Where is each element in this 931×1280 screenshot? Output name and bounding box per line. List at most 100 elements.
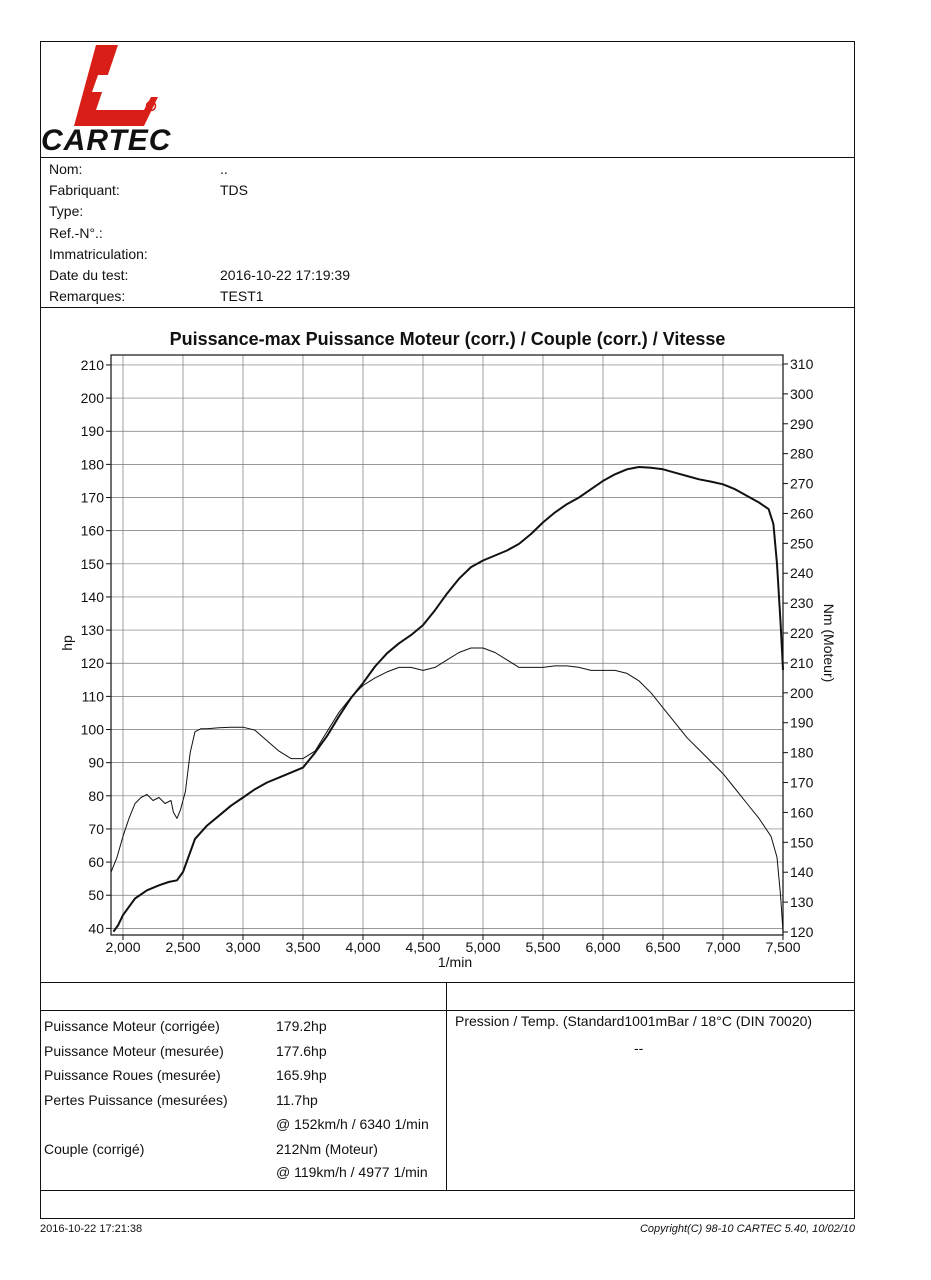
x-tick-label: 7,500	[765, 939, 800, 955]
brand-name: CARTEC	[41, 124, 172, 157]
y2-tick-label: 270	[790, 476, 814, 492]
y-tick-label: 150	[81, 556, 105, 572]
info-value: 2016-10-22 17:19:39	[220, 267, 350, 283]
result-row: Pertes Puissance (mesurées) 11.7hp	[44, 1088, 444, 1112]
conditions-label: Pression / Temp. (Standard1001mBar / 18°…	[455, 1013, 813, 1029]
x-tick-label: 5,500	[525, 939, 560, 955]
y-tick-label: 50	[88, 887, 104, 903]
chart-divider	[40, 982, 855, 983]
result-value: 212Nm (Moteur)	[276, 1141, 378, 1157]
x-tick-label: 5,000	[465, 939, 500, 955]
y-tick-label: 120	[81, 655, 105, 671]
y2-tick-label: 240	[790, 565, 814, 581]
y-tick-label: 100	[81, 722, 105, 738]
y-tick-label: 110	[82, 688, 105, 704]
info-label: Ref.-N°.:	[49, 224, 103, 241]
info-label: Fabriquant:	[49, 182, 120, 199]
info-label: Type:	[49, 203, 84, 220]
y-tick-label: 170	[81, 490, 105, 506]
y2-tick-label: 250	[790, 535, 814, 551]
print-timestamp: 2016-10-22 17:21:38	[40, 1223, 143, 1235]
y-axis-label: hp	[59, 635, 75, 651]
result-label: Puissance Moteur (corrigée)	[44, 1018, 220, 1034]
y2-tick-label: 300	[790, 386, 814, 402]
results-top-divider	[40, 1010, 855, 1011]
x-tick-label: 6,000	[585, 939, 620, 955]
y-tick-label: 160	[81, 523, 105, 539]
info-divider	[40, 307, 855, 308]
result-value: @ 152km/h / 6340 1/min	[276, 1116, 429, 1132]
y2-tick-label: 290	[790, 416, 814, 432]
y-tick-label: 210	[81, 357, 105, 373]
y-tick-label: 190	[81, 423, 105, 439]
result-row: Puissance Moteur (mesurée) 177.6hp	[44, 1039, 444, 1063]
info-label: Nom:	[49, 161, 83, 177]
x-tick-label: 6,500	[645, 939, 680, 955]
y2-tick-label: 190	[790, 715, 814, 731]
y-tick-label: 60	[88, 854, 104, 870]
x-tick-label: 4,500	[405, 939, 440, 955]
y2-tick-label: 180	[790, 745, 814, 761]
y2-tick-label: 220	[790, 625, 814, 641]
result-value: 177.6hp	[276, 1043, 327, 1059]
y2-tick-label: 140	[790, 864, 814, 880]
copyright: Copyright(C) 98-10 CARTEC 5.40, 10/02/10	[639, 1223, 855, 1235]
result-label: Puissance Moteur (mesurée)	[44, 1043, 224, 1059]
result-value: 165.9hp	[276, 1067, 327, 1083]
x-tick-label: 2,500	[165, 939, 200, 955]
result-row: Puissance Roues (mesurée) 165.9hp	[44, 1063, 444, 1087]
y2-tick-label: 130	[790, 894, 814, 910]
info-label: Date du test:	[49, 267, 129, 283]
x-tick-label: 2,000	[105, 939, 140, 955]
y2-tick-label: 260	[790, 505, 814, 521]
y2-tick-label: 150	[790, 834, 814, 850]
plot-area	[110, 354, 784, 936]
result-row: Puissance Moteur (corrigée) 179.2hp	[44, 1014, 444, 1038]
y2-tick-label: 120	[790, 924, 814, 940]
y2-tick-label: 170	[790, 775, 814, 791]
header-divider	[40, 157, 855, 158]
y2-axis-label: Nm (Moteur)	[821, 604, 837, 683]
x-axis-label: 1/min	[438, 954, 472, 970]
result-row: @ 119km/h / 4977 1/min	[44, 1160, 444, 1184]
y-tick-label: 180	[81, 456, 105, 472]
result-value: 179.2hp	[276, 1018, 327, 1034]
info-label: Immatriculation:	[49, 245, 148, 262]
y2-tick-label: 280	[790, 446, 814, 462]
info-value: TDS	[220, 182, 248, 199]
x-tick-label: 7,000	[705, 939, 740, 955]
results-column-divider	[446, 982, 447, 1190]
report-frame	[40, 41, 855, 1219]
y-tick-label: 140	[81, 589, 105, 605]
y2-tick-label: 310	[790, 356, 814, 372]
results-bottom-divider	[40, 1190, 855, 1191]
result-label: Puissance Roues (mesurée)	[44, 1067, 221, 1083]
x-tick-label: 4,000	[345, 939, 380, 955]
info-value: ..	[220, 161, 228, 177]
result-label: Couple (corrigé)	[44, 1141, 145, 1157]
torque-curve	[110, 647, 784, 933]
power-curve	[112, 466, 784, 933]
y2-tick-label: 230	[790, 595, 814, 611]
conditions-value: --	[634, 1040, 644, 1056]
chart-title: Puissance-max Puissance Moteur (corr.) /…	[169, 329, 726, 349]
y-tick-label: 70	[88, 821, 104, 837]
cartec-logo	[74, 45, 158, 126]
y-tick-label: 200	[81, 390, 105, 406]
y2-tick-label: 160	[790, 804, 814, 820]
result-value: @ 119km/h / 4977 1/min	[276, 1164, 428, 1180]
x-tick-label: 3,000	[225, 939, 260, 955]
y2-tick-label: 210	[790, 655, 814, 671]
result-row: Couple (corrigé) 212Nm (Moteur)	[44, 1137, 444, 1161]
y-tick-label: 80	[88, 788, 104, 804]
result-label: Pertes Puissance (mesurées)	[44, 1092, 228, 1108]
result-value: 11.7hp	[276, 1092, 318, 1108]
y-tick-label: 90	[88, 755, 104, 771]
y-tick-label: 130	[81, 622, 105, 638]
y2-tick-label: 200	[790, 685, 814, 701]
y-tick-label: 40	[88, 920, 104, 936]
result-row: @ 152km/h / 6340 1/min	[44, 1112, 444, 1136]
info-label: Remarques:	[49, 288, 126, 305]
info-value: TEST1	[220, 288, 264, 305]
